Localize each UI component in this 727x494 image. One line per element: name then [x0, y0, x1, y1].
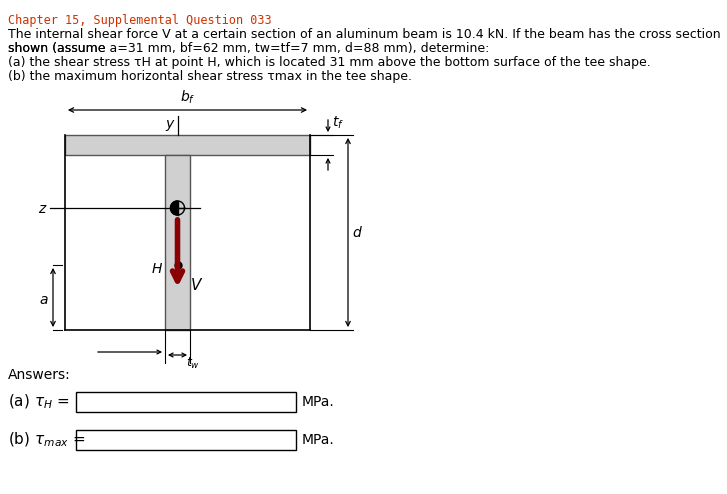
Text: $a$: $a$	[39, 292, 49, 306]
Text: $b_f$: $b_f$	[180, 88, 196, 106]
Text: shown (assume a=31 mm, bf=62 mm, tw=tf=7 mm, d=88 mm), determine:: shown (assume a=31 mm, bf=62 mm, tw=tf=7…	[8, 42, 489, 55]
Text: (a) $\tau_H$ =: (a) $\tau_H$ =	[8, 393, 70, 411]
Text: (b) the maximum horizontal shear stress τmax in the tee shape.: (b) the maximum horizontal shear stress …	[8, 70, 412, 83]
Bar	[76, 430, 296, 450]
Text: $y$: $y$	[165, 118, 175, 133]
Text: Chapter 15, Supplemental Question 033: Chapter 15, Supplemental Question 033	[8, 14, 272, 27]
Text: The internal shear force V at a certain section of an aluminum beam is 10.4 kN. : The internal shear force V at a certain …	[8, 28, 720, 41]
Text: $H$: $H$	[151, 262, 164, 276]
Text: $V$: $V$	[190, 277, 203, 293]
Wedge shape	[171, 201, 177, 215]
Text: (b) $\tau_{max}$ =: (b) $\tau_{max}$ =	[8, 431, 85, 449]
Text: (a) the shear stress τH at point H, which is located 31 mm above the bottom surf: (a) the shear stress τH at point H, whic…	[8, 56, 651, 69]
Bar	[165, 155, 190, 330]
Text: $t_f$: $t_f$	[332, 115, 344, 131]
Text: $d$: $d$	[352, 225, 363, 240]
Text: $z$: $z$	[39, 202, 48, 216]
Bar	[76, 392, 296, 412]
Text: MPa.: MPa.	[302, 395, 334, 409]
Text: Answers:: Answers:	[8, 368, 71, 382]
Text: $t_w$: $t_w$	[185, 356, 200, 371]
Bar	[65, 135, 310, 155]
Text: MPa.: MPa.	[302, 433, 334, 447]
Text: shown (assume: shown (assume	[8, 42, 110, 55]
